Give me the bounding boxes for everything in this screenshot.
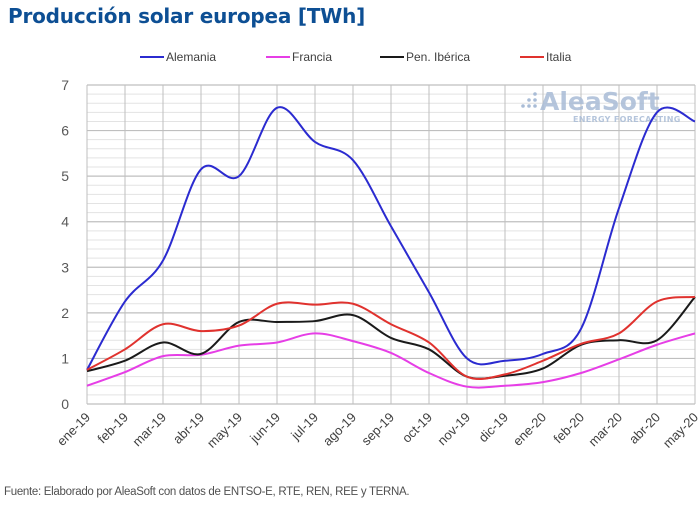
legend-swatch-pen-iberica xyxy=(380,56,404,58)
watermark-dots-icon xyxy=(521,92,537,108)
x-tick-label: oct-19 xyxy=(399,410,435,446)
legend-item-pen-iberica: Pen. Ibérica xyxy=(380,50,470,64)
series-lines xyxy=(86,106,696,389)
y-tick-label: 6 xyxy=(61,123,69,139)
legend-label-francia: Francia xyxy=(292,50,333,64)
watermark-brand: AleaSoft xyxy=(540,87,660,116)
x-tick-label: jun-19 xyxy=(246,410,283,447)
series-line-italia xyxy=(86,295,696,380)
source-note: Fuente: Elaborado por AleaSoft con datos… xyxy=(4,486,410,498)
watermark-tagline: ENERGY FORECASTING xyxy=(573,115,681,124)
y-tick-label: 7 xyxy=(61,77,69,93)
x-tick-label: may-19 xyxy=(204,410,245,451)
legend-swatch-francia xyxy=(266,56,290,58)
legend-item-francia: Francia xyxy=(266,50,332,64)
x-tick-label: abr-19 xyxy=(170,410,207,447)
x-tick-label: may-20 xyxy=(660,410,698,451)
x-tick-label: sep-19 xyxy=(358,410,397,449)
legend-swatch-alemania xyxy=(140,56,164,58)
series-line-alemania xyxy=(86,106,696,371)
y-tick-label: 4 xyxy=(61,214,69,230)
x-tick-label: feb-20 xyxy=(550,410,587,447)
y-tick-label: 2 xyxy=(61,305,69,321)
series-line-francia xyxy=(86,332,696,389)
legend-item-italia: Italia xyxy=(520,50,571,64)
x-tick-label: ene-19 xyxy=(54,410,93,449)
legend-label-pen-iberica: Pen. Ibérica xyxy=(406,50,471,64)
x-tick-label: feb-19 xyxy=(94,410,131,447)
y-tick-label: 0 xyxy=(61,396,69,412)
legend: Alemania Francia Pen. Ibérica Italia xyxy=(0,50,698,68)
x-tick-label: mar-19 xyxy=(129,410,169,450)
y-tick-label: 5 xyxy=(61,168,69,184)
chart-title: Producción solar europea [TWh] xyxy=(8,4,366,28)
x-tick-label: ene-20 xyxy=(510,410,549,449)
x-tick-label: nov-19 xyxy=(434,410,473,449)
y-tick-label: 1 xyxy=(61,350,69,366)
x-tick-label: abr-20 xyxy=(626,410,663,447)
y-axis: 0 1 2 3 4 5 6 7 xyxy=(61,77,69,412)
y-tick-label: 3 xyxy=(61,259,69,275)
legend-label-alemania: Alemania xyxy=(166,50,217,64)
legend-label-italia: Italia xyxy=(546,50,572,64)
x-tick-label: mar-20 xyxy=(585,410,625,450)
line-chart: AleaSoft ENERGY FORECASTING 0 1 2 3 4 5 6 7 ene… xyxy=(54,77,698,451)
x-tick-label: dic-19 xyxy=(475,410,511,446)
legend-swatch-italia xyxy=(520,56,544,58)
legend-item-alemania: Alemania xyxy=(140,50,216,64)
aleasoft-watermark: AleaSoft ENERGY FORECASTING xyxy=(521,87,680,124)
x-tick-label: jul-19 xyxy=(287,410,321,444)
grid xyxy=(86,84,696,405)
x-tick-label: ago-19 xyxy=(320,410,359,449)
